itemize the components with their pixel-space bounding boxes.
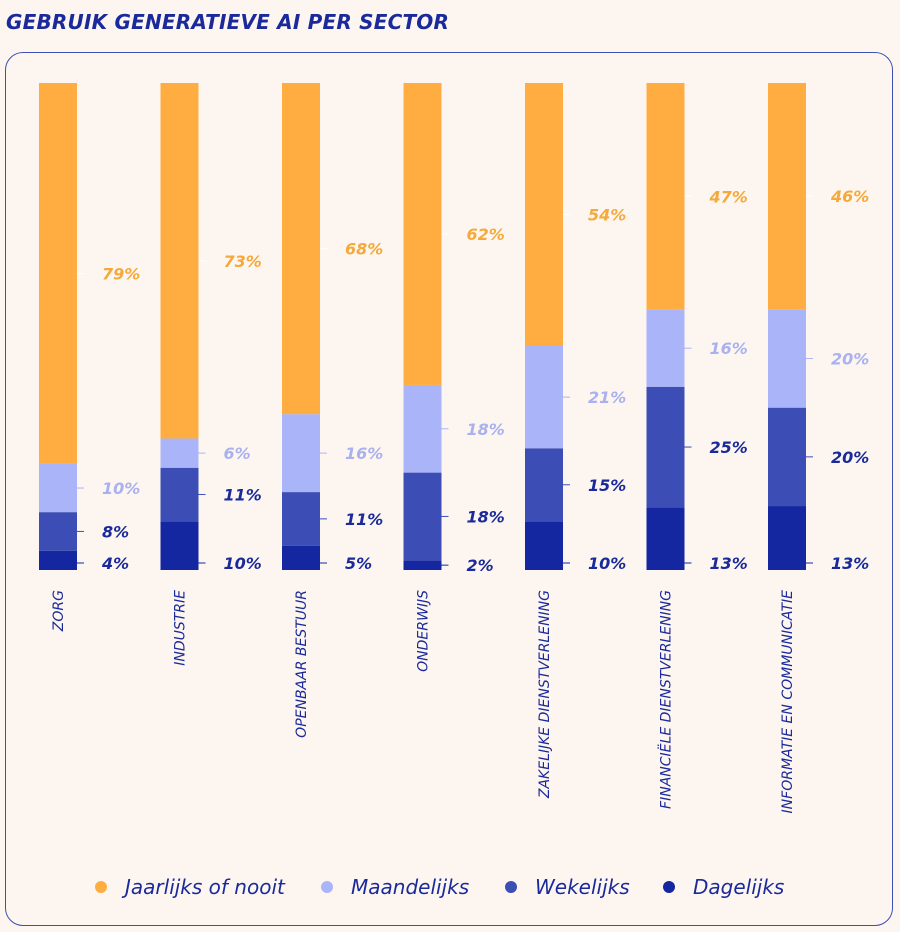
data-label-zakelijke-dienstverlening-wekelijks: 15% [588,476,626,495]
bar-financiele-dienstverlening-dagelijks [646,507,685,570]
data-label-financiele-dienstverlening-dagelijks: 13% [710,554,748,573]
data-label-zorg-maandelijks: 10% [102,479,140,498]
bar-financiele-dienstverlening-jaarlijks-of-nooit [646,83,685,310]
bar-zorg-dagelijks [39,550,77,570]
data-label-industrie-maandelijks: 6% [224,444,251,463]
data-label-financiele-dienstverlening-wekelijks: 25% [710,438,748,457]
bar-openbaar-bestuur-maandelijks [282,414,320,493]
legend-marker-jaarlijks-of-nooit [95,881,107,893]
bar-onderwijs-wekelijks [403,472,442,561]
category-label-financiele-dienstverlening: FINANCIËLE DIENSTVERLENING [657,590,675,809]
bar-informatie-en-communicatie-jaarlijks-of-nooit [768,83,806,310]
data-label-zakelijke-dienstverlening-dagelijks: 10% [588,554,626,573]
bar-openbaar-bestuur-jaarlijks-of-nooit [282,83,320,415]
bar-industrie-wekelijks [160,467,199,522]
bar-industrie-jaarlijks-of-nooit [160,83,199,439]
data-label-financiele-dienstverlening-jaarlijks-of-nooit: 47% [709,187,748,206]
chart-panel [5,52,893,926]
category-label-informatie-en-communicatie: INFORMATIE EN COMMUNICATIE [780,590,796,814]
data-label-openbaar-bestuur-dagelijks: 5% [345,554,372,573]
bar-zakelijke-dienstverlening-maandelijks [525,345,563,449]
legend-marker-dagelijks [663,881,675,893]
bar-informatie-en-communicatie-wekelijks [768,407,806,507]
data-label-onderwijs-maandelijks: 18% [467,420,505,439]
data-label-zorg-dagelijks: 4% [101,554,129,573]
data-label-onderwijs-dagelijks: 2% [467,556,494,575]
legend-label-wekelijks: Wekelijks [535,875,630,899]
bar-zorg-wekelijks [39,512,77,551]
bar-zakelijke-dienstverlening-wekelijks [525,448,563,522]
data-label-onderwijs-jaarlijks-of-nooit: 62% [467,225,505,244]
bar-zorg-jaarlijks-of-nooit [39,83,77,464]
legend-marker-wekelijks [505,881,517,893]
bar-financiele-dienstverlening-maandelijks [646,309,685,387]
data-label-industrie-dagelijks: 10% [224,554,262,573]
category-label-zorg: ZORG [51,590,67,632]
category-label-onderwijs: ONDERWIJS [416,590,432,672]
bar-industrie-dagelijks [160,521,199,570]
bar-financiele-dienstverlening-wekelijks [646,386,685,508]
bar-zakelijke-dienstverlening-dagelijks [525,521,563,570]
data-label-informatie-en-communicatie-dagelijks: 13% [831,554,869,573]
data-label-informatie-en-communicatie-jaarlijks-of-nooit: 46% [830,187,869,206]
category-label-zakelijke-dienstverlening: ZAKELIJKE DIENSTVERLENING [537,590,553,799]
bar-informatie-en-communicatie-maandelijks [768,309,806,408]
data-label-zakelijke-dienstverlening-maandelijks: 21% [588,388,626,407]
bar-onderwijs-dagelijks [403,560,442,570]
data-label-zakelijke-dienstverlening-jaarlijks-of-nooit: 54% [588,205,626,224]
bar-industrie-maandelijks [160,438,199,468]
data-label-industrie-jaarlijks-of-nooit: 73% [224,252,262,271]
data-label-zorg-jaarlijks-of-nooit: 79% [102,264,140,283]
data-label-openbaar-bestuur-jaarlijks-of-nooit: 68% [345,240,383,259]
legend-marker-maandelijks [321,881,333,893]
category-label-industrie: INDUSTRIE [173,590,189,666]
legend-label-jaarlijks-of-nooit: Jaarlijks of nooit [121,875,286,899]
chart-title: GEBRUIK GENERATIEVE AI PER SECTOR [6,10,450,34]
category-label-openbaar-bestuur: OPENBAAR BESTUUR [294,590,310,738]
data-label-financiele-dienstverlening-maandelijks: 16% [710,339,748,358]
data-label-onderwijs-wekelijks: 18% [467,507,505,526]
bar-openbaar-bestuur-dagelijks [282,545,320,570]
data-label-informatie-en-communicatie-wekelijks: 20% [831,448,869,467]
legend-label-dagelijks: Dagelijks [693,875,784,899]
bar-zorg-maandelijks [39,463,77,513]
data-label-informatie-en-communicatie-maandelijks: 20% [831,349,869,368]
bar-openbaar-bestuur-wekelijks [282,492,320,546]
data-label-zorg-wekelijks: 8% [102,522,129,541]
bar-zakelijke-dienstverlening-jaarlijks-of-nooit [525,83,563,346]
data-label-industrie-wekelijks: 11% [224,486,262,505]
bar-informatie-en-communicatie-dagelijks [768,506,806,570]
data-label-openbaar-bestuur-maandelijks: 16% [345,444,383,463]
bar-onderwijs-maandelijks [403,384,442,473]
legend-label-maandelijks: Maandelijks [351,875,469,899]
data-label-openbaar-bestuur-wekelijks: 11% [345,510,383,529]
bar-onderwijs-jaarlijks-of-nooit [403,83,442,385]
